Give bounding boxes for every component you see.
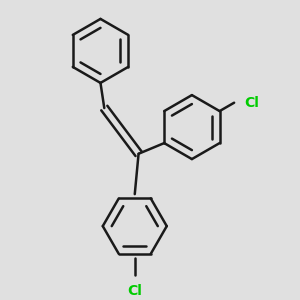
Text: Cl: Cl xyxy=(244,96,259,110)
Text: Cl: Cl xyxy=(127,284,142,298)
